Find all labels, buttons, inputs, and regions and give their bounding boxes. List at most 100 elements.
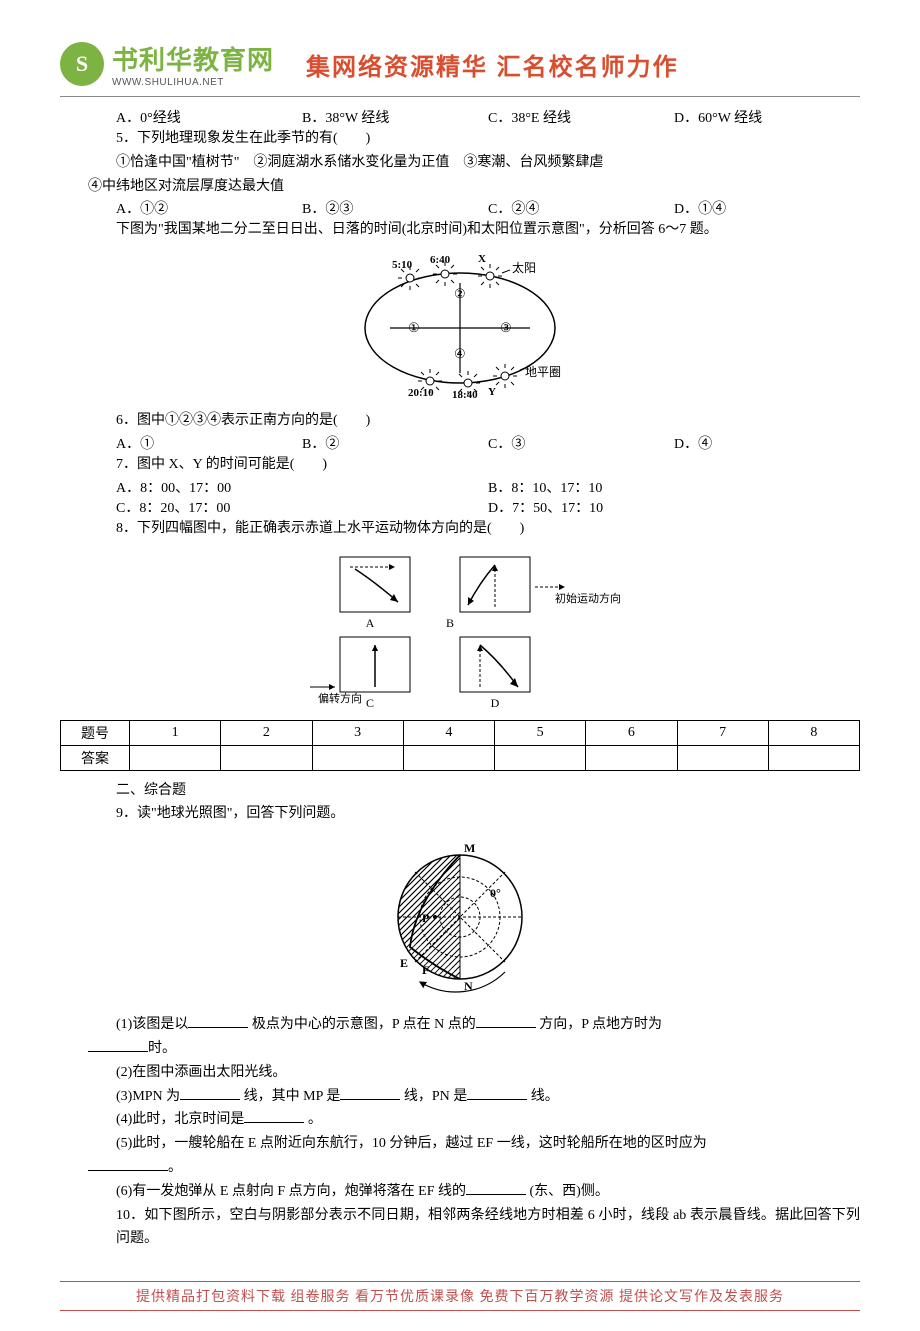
q7-opt-a: A．8：00、17：00	[116, 477, 488, 497]
q9-p3c: 线，PN 是	[404, 1089, 467, 1104]
blank[interactable]	[466, 1180, 526, 1195]
blank[interactable]	[88, 1037, 148, 1052]
blank[interactable]	[244, 1108, 304, 1123]
ans-2[interactable]	[221, 745, 312, 770]
q6-opt-a: A．①	[116, 433, 302, 453]
q6-options: A．① B．② C．③ D．④	[60, 433, 860, 453]
header-divider	[60, 96, 860, 97]
q9-p3b: 线，其中 MP 是	[244, 1089, 341, 1104]
d67-horizon: 地平圈	[525, 365, 561, 379]
ans-1[interactable]	[130, 745, 221, 770]
q9-p6: (6)有一发炮弹从 E 点射向 F 点方向，炮弹将落在 EF 线的 (东、西)侧…	[60, 1180, 860, 1204]
q7-options-row2: C．8：20、17：00 D．7：50、17：10	[60, 497, 860, 517]
q5-opt-a: A．①②	[116, 198, 302, 218]
col-8: 8	[768, 720, 859, 745]
ans-8[interactable]	[768, 745, 859, 770]
q8-label-a: A	[366, 616, 375, 630]
q4-opt-c: C．38°E 经线	[488, 107, 674, 127]
q9-p1d: 时。	[148, 1041, 176, 1056]
q9-label-p: P	[422, 911, 429, 925]
q10-stem: 10．如下图所示，空白与阴影部分表示不同日期，相邻两条经线地方时相差 6 小时，…	[60, 1204, 860, 1252]
section-2-title: 二、综合题	[60, 779, 860, 803]
banner-text-block: 书利华教育网 WWW.SHULIHUA.NET	[112, 40, 274, 88]
blank[interactable]	[180, 1085, 240, 1100]
d67-t2: 6:40	[430, 254, 451, 266]
q5-opt-c: C．②④	[488, 198, 674, 218]
blank[interactable]	[467, 1085, 527, 1100]
q9-p1: (1)该图是以 极点为中心的示意图，P 点在 N 点的 方向，P 点地方时为	[60, 1013, 860, 1037]
col-7: 7	[677, 720, 768, 745]
q9-p4: (4)此时，北京时间是 。	[60, 1108, 860, 1132]
q9-p5a: (5)此时，一艘轮船在 E 点附近向东航行，10 分钟后，越过 EF 一线，这时…	[116, 1136, 707, 1151]
q8-label-deflect: 偏转方向	[318, 691, 362, 705]
q6-opt-d: D．④	[674, 433, 860, 453]
logo-icon: S	[60, 42, 104, 86]
ans-7[interactable]	[677, 745, 768, 770]
q4-opt-d: D．60°W 经线	[674, 107, 860, 127]
q5-text2: ④中纬地区对流层厚度达最大值	[60, 175, 860, 199]
q9-label-m: M	[464, 841, 475, 855]
q7-options-row1: A．8：00、17：00 B．8：10、17：10	[60, 477, 860, 497]
header-banner: S 书利华教育网 WWW.SHULIHUA.NET 集网络资源精华 汇名校名师力…	[60, 40, 860, 88]
d67-n4: ④	[454, 346, 466, 361]
q9-p1c: 方向，P 点地方时为	[539, 1017, 662, 1032]
q6-stem: 6．图中①②③④表示正南方向的是( )	[60, 409, 860, 433]
d67-x: X	[478, 253, 486, 265]
q9-stem: 9．读"地球光照图"，回答下列问题。	[60, 802, 860, 826]
q9-p4a: (4)此时，北京时间是	[116, 1112, 244, 1127]
q9-p6b: (东、西)侧。	[530, 1184, 609, 1199]
q4-options: A．0°经线 B．38°W 经线 C．38°E 经线 D．60°W 经线	[60, 107, 860, 127]
q7-stem: 7．图中 X、Y 的时间可能是( )	[60, 453, 860, 477]
col-6: 6	[586, 720, 677, 745]
q5-opt-d: D．①④	[674, 198, 860, 218]
col-4: 4	[403, 720, 494, 745]
q6-opt-c: C．③	[488, 433, 674, 453]
q8-label-init: 初始运动方向	[555, 591, 620, 605]
q6-opt-b: B．②	[302, 433, 488, 453]
diagram-6-7: 5:10 6:40 X 太阳 20:10 18:40 Y 地平圈 ① ② ③ ④	[60, 248, 860, 403]
col-2: 2	[221, 720, 312, 745]
answer-table-label-2: 答案	[61, 745, 130, 770]
answer-table-label-1: 题号	[61, 720, 130, 745]
q7-opt-d: D．7：50、17：10	[488, 497, 860, 517]
q9-p4b: 。	[308, 1112, 322, 1127]
ans-4[interactable]	[403, 745, 494, 770]
q5-opt-b: B．②③	[302, 198, 488, 218]
blank[interactable]	[476, 1013, 536, 1028]
blank[interactable]	[88, 1156, 168, 1171]
answer-table: 题号 1 2 3 4 5 6 7 8 答案	[60, 720, 860, 771]
blank[interactable]	[188, 1013, 248, 1028]
page-container: S 书利华教育网 WWW.SHULIHUA.NET 集网络资源精华 汇名校名师力…	[0, 0, 920, 1331]
q8-stem: 8．下列四幅图中，能正确表示赤道上水平运动物体方向的是( )	[60, 517, 860, 541]
q9-p1b: 极点为中心的示意图，P 点在 N 点的	[252, 1017, 476, 1032]
banner-slogan: 集网络资源精华 汇名校名师力作	[306, 47, 679, 82]
q5-stem: 5．下列地理现象发生在此季节的有( )	[60, 127, 860, 151]
ans-5[interactable]	[495, 745, 586, 770]
d67-t4: 18:40	[452, 389, 478, 398]
d67-t3: 20:10	[408, 387, 434, 398]
footer-bar: 提供精品打包资料下载 组卷服务 看万节优质课录像 免费下百万教学资源 提供论文写…	[60, 1281, 860, 1311]
q9-p5b: 。	[168, 1160, 182, 1175]
q5-text1: ①恰逢中国"植树节" ②洞庭湖水系储水变化量为正值 ③寒潮、台风频繁肆虐	[60, 151, 860, 175]
answer-table-row-header: 题号 1 2 3 4 5 6 7 8	[61, 720, 860, 745]
diagram-q9: M N P E F 0°	[60, 832, 860, 1007]
col-1: 1	[130, 720, 221, 745]
q4-opt-b: B．38°W 经线	[302, 107, 488, 127]
q7-opt-c: C．8：20、17：00	[116, 497, 488, 517]
d67-sun: 太阳	[512, 260, 536, 275]
intro-6-7: 下图为"我国某地二分二至日日出、日落的时间(北京时间)和太阳位置示意图"，分析回…	[60, 218, 860, 242]
ans-3[interactable]	[312, 745, 403, 770]
d67-n1: ①	[408, 320, 420, 335]
q4-opt-a: A．0°经线	[116, 107, 302, 127]
q9-p1a: (1)该图是以	[116, 1017, 188, 1032]
site-url: WWW.SHULIHUA.NET	[112, 77, 274, 88]
d67-t1: 5:10	[392, 259, 413, 271]
q9-label-e: E	[400, 956, 408, 970]
q9-p1-line2: 时。	[60, 1037, 860, 1061]
ans-6[interactable]	[586, 745, 677, 770]
diagram-q8: A B 初始运动方向 C 偏转方向	[60, 547, 860, 712]
q9-p6a: (6)有一发炮弹从 E 点射向 F 点方向，炮弹将落在 EF 线的	[116, 1184, 466, 1199]
q9-p3: (3)MPN 为 线，其中 MP 是 线，PN 是 线。	[60, 1085, 860, 1109]
blank[interactable]	[340, 1085, 400, 1100]
q8-label-b: B	[446, 616, 454, 630]
